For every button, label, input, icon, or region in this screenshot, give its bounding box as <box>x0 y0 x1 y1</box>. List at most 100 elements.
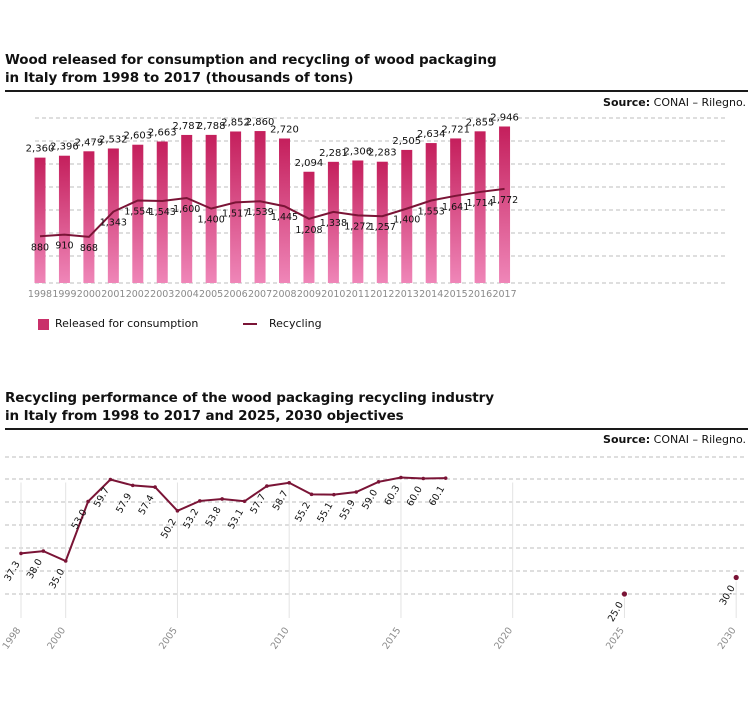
legend-item-released: Released for consumption <box>38 317 198 330</box>
performance-label-2003: 57.9 <box>114 491 134 515</box>
chart2-x-tick-2000: 2000 <box>45 625 68 651</box>
recycling-label-2004: 1,600 <box>173 204 200 215</box>
recycling-label-2016: 1,714 <box>466 198 493 209</box>
performance-label-2017: 60.1 <box>427 484 447 508</box>
chart2-x-tick-2015: 2015 <box>381 625 404 651</box>
chart1-source: Source: CONAI – Rilegno. <box>603 96 746 109</box>
bar-2014 <box>425 143 437 283</box>
performance-point-2015 <box>399 475 403 480</box>
performance-label-2006: 53.2 <box>181 507 201 531</box>
bar-2003 <box>156 141 168 283</box>
chart1-divider <box>5 90 748 92</box>
recycling-label-2000: 868 <box>80 243 98 254</box>
performance-point-2011 <box>309 492 314 497</box>
performance-point-2005 <box>175 509 180 513</box>
recycling-label-2003: 1,543 <box>149 207 176 218</box>
x-tick-2004: 2004 <box>175 289 199 300</box>
x-tick-2015: 2015 <box>444 289 468 300</box>
x-tick-2012: 2012 <box>370 289 394 300</box>
x-tick-2011: 2011 <box>346 289 370 300</box>
recycling-label-2007: 1,539 <box>246 207 273 218</box>
performance-point-2006 <box>198 499 202 503</box>
performance-label-1999: 38.0 <box>25 557 45 581</box>
bar-label-2005: 2,788 <box>197 121 226 132</box>
performance-label-2005: 50.2 <box>159 517 179 541</box>
bar-label-2003: 2,663 <box>148 128 177 139</box>
performance-label-2014: 59.0 <box>360 488 380 512</box>
chart2-source: Source: CONAI – Rilegno. <box>603 433 746 446</box>
x-tick-2016: 2016 <box>468 289 492 300</box>
chart1-source-label: Source: <box>603 96 651 109</box>
bar-2006 <box>230 131 242 283</box>
bar-2017 <box>499 126 511 284</box>
performance-point-2014 <box>376 480 381 484</box>
chart1-title-line1: Wood released for consumption and recycl… <box>5 52 497 68</box>
bar-label-2010: 2,281 <box>319 148 348 159</box>
objective-label-2025: 25.0 <box>606 600 626 624</box>
bar-label-2004: 2,787 <box>172 121 201 132</box>
bar-label-2006: 2,852 <box>221 117 250 128</box>
bar-label-2001: 2,532 <box>99 134 128 145</box>
x-tick-1998: 1998 <box>28 289 52 300</box>
x-tick-2000: 2000 <box>77 289 101 300</box>
performance-point-2010 <box>287 480 292 485</box>
performance-label-2002: 59.7 <box>92 485 112 509</box>
performance-label-2001: 53.0 <box>70 508 90 532</box>
recycling-label-2012: 1,257 <box>369 222 396 233</box>
legend-label-recycling: Recycling <box>269 317 322 330</box>
chart1-source-text: CONAI – Rilegno. <box>650 96 746 109</box>
bar-1998 <box>34 157 46 283</box>
recycling-label-2015: 1,641 <box>442 202 469 213</box>
bar-2004 <box>181 134 193 283</box>
chart2-x-tick-2010: 2010 <box>269 625 292 651</box>
performance-point-2017 <box>443 476 448 480</box>
chart1-plot: 2,360 1998 2,396 1999 2,479 2000 2,532 2001 2,60… <box>26 112 725 300</box>
performance-point-2003 <box>130 483 135 488</box>
objective-point-2030 <box>733 574 739 581</box>
performance-label-2016: 60.0 <box>405 485 425 509</box>
legend-item-recycling: Recycling <box>243 317 322 330</box>
x-tick-1999: 1999 <box>52 289 76 300</box>
performance-point-2001 <box>86 499 90 504</box>
bar-label-2009: 2,094 <box>295 158 324 169</box>
chart2-x-tick-2030: 2030 <box>716 625 739 651</box>
legend-swatch-recycling <box>243 323 257 325</box>
x-tick-2002: 2002 <box>126 289 150 300</box>
x-tick-2014: 2014 <box>419 289 443 300</box>
performance-label-2011: 55.2 <box>293 500 313 524</box>
bar-label-2007: 2,860 <box>246 117 275 128</box>
recycling-label-2013: 1,400 <box>393 215 420 226</box>
performance-point-2000 <box>63 559 68 563</box>
x-tick-2007: 2007 <box>248 289 272 300</box>
x-tick-2008: 2008 <box>272 289 296 300</box>
bar-2016 <box>474 131 486 283</box>
x-tick-2017: 2017 <box>492 289 516 300</box>
chart2-source-label: Source: <box>603 433 651 446</box>
objective-point-2025 <box>621 591 628 597</box>
x-tick-2003: 2003 <box>150 289 174 300</box>
performance-point-1999 <box>41 549 46 553</box>
performance-label-2010: 58.7 <box>271 489 291 513</box>
chart2-x-tick-1998: 1998 <box>1 625 24 651</box>
bar-2000 <box>83 151 95 283</box>
recycling-label-2001: 1,343 <box>100 218 127 229</box>
performance-label-2008: 53.1 <box>226 507 246 531</box>
chart2-title-line2: in Italy from 1998 to 2017 and 2025, 203… <box>5 408 404 424</box>
bar-2013 <box>401 149 413 283</box>
chart1-title-line2: in Italy from 1998 to 2017 (thousands of… <box>5 70 354 86</box>
recycling-label-2006: 1,517 <box>222 208 249 219</box>
objective-label-2030: 30.0 <box>718 584 738 608</box>
chart2-title-line1: Recycling performance of the wood packag… <box>5 390 494 406</box>
performance-label-2007: 53.8 <box>204 505 224 529</box>
bar-2015 <box>450 138 462 283</box>
recycling-label-2002: 1,554 <box>124 206 151 217</box>
bar-2009 <box>303 171 315 283</box>
bar-label-2011: 2,306 <box>344 146 373 157</box>
chart1-title: Wood released for consumption and recycl… <box>5 51 497 87</box>
x-tick-2006: 2006 <box>224 289 248 300</box>
chart2-x-tick-2025: 2025 <box>604 625 627 651</box>
recycling-label-2010: 1,338 <box>320 218 347 229</box>
bar-2002 <box>132 144 144 283</box>
bar-label-2014: 2,634 <box>417 129 446 140</box>
